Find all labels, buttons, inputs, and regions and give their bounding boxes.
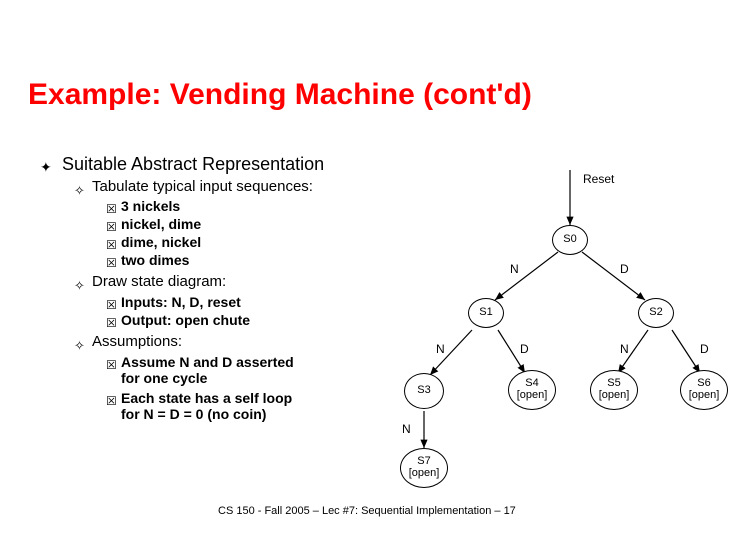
node-sublabel: [open]	[599, 390, 630, 402]
node-s2: S2	[638, 298, 674, 328]
node-s3: S3	[404, 373, 444, 409]
edge-reset-label: Reset	[583, 172, 614, 186]
node-label: S3	[417, 385, 430, 397]
l3-item: Output: open chute	[121, 312, 250, 328]
bullet-l2: ✧	[74, 338, 85, 354]
l3-item: dime, nickel	[121, 234, 201, 250]
node-sublabel: [open]	[689, 390, 720, 402]
l3-item: nickel, dime	[121, 216, 201, 232]
node-s1: S1	[468, 298, 504, 328]
slide-footer: CS 150 - Fall 2005 – Lec #7: Sequential …	[218, 505, 516, 517]
l2-assumptions: Assumptions:	[92, 333, 182, 350]
edge-d-label: D	[520, 342, 529, 356]
bullet-l2: ✧	[74, 278, 85, 294]
bullet-l3: ☒	[106, 316, 117, 330]
edge-d-label: D	[620, 262, 629, 276]
bullet-l3: ☒	[106, 202, 117, 216]
l2-draw: Draw state diagram:	[92, 273, 226, 290]
l3-item: two dimes	[121, 252, 189, 268]
node-s0: S0	[552, 225, 588, 255]
bullet-l2: ✧	[74, 183, 85, 199]
node-s4: S4 [open]	[508, 370, 556, 410]
node-sublabel: [open]	[517, 390, 548, 402]
l1-text: Suitable Abstract Representation	[62, 154, 324, 175]
l3-item: 3 nickels	[121, 198, 180, 214]
node-s5: S5 [open]	[590, 370, 638, 410]
bullet-l3: ☒	[106, 220, 117, 234]
node-s6: S6 [open]	[680, 370, 728, 410]
node-sublabel: [open]	[409, 468, 440, 480]
edge-n-label: N	[510, 262, 519, 276]
bullet-l3: ☒	[106, 358, 117, 372]
l3-item: Inputs: N, D, reset	[121, 294, 241, 310]
bullet-l3: ☒	[106, 298, 117, 312]
l3-assume-b: Each state has a self loop for N = D = 0…	[121, 390, 292, 422]
node-label: S2	[649, 307, 662, 319]
bullet-l3: ☒	[106, 238, 117, 252]
node-s7: S7 [open]	[400, 448, 448, 488]
slide-title: Example: Vending Machine (cont'd)	[28, 78, 532, 112]
edge-d-label: D	[700, 342, 709, 356]
l2-tabulate: Tabulate typical input sequences:	[92, 178, 313, 195]
edge-n-label: N	[620, 342, 629, 356]
node-label: S0	[563, 234, 576, 246]
edge-n-label: N	[402, 422, 411, 436]
state-diagram: Reset N D N D N D N S0 S1 S2 S3 S4 [open…	[380, 170, 730, 500]
bullet-l1: ✦	[40, 159, 52, 176]
l3-assume-a: Assume N and D asserted for one cycle	[121, 354, 294, 386]
node-label: S1	[479, 307, 492, 319]
bullet-l3: ☒	[106, 394, 117, 408]
bullet-l3: ☒	[106, 256, 117, 270]
edge-n-label: N	[436, 342, 445, 356]
